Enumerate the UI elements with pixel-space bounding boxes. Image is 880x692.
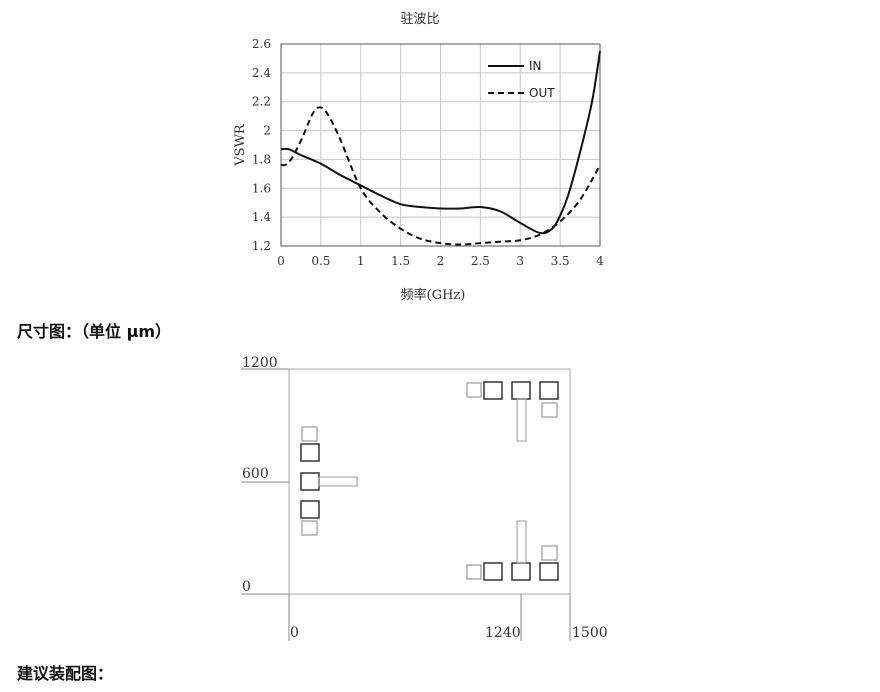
vswr-tick-labels: 0 0.5 1 1.5 2 2.5 3 3.5 4 1.2 1.4 1.6 1.8 2 2.2 2.4 2.6 xyxy=(252,37,604,268)
dimension-heading: 尺寸图：（单位 μm） xyxy=(17,322,172,341)
dim-y-label-600: 600 xyxy=(242,466,269,482)
dim-x-label-1240: 1240 xyxy=(485,625,521,641)
legend-label-out: OUT xyxy=(529,86,555,100)
dim-x-label-0: 0 xyxy=(290,625,299,641)
vswr-plot-frame xyxy=(280,43,601,247)
pad xyxy=(541,545,558,561)
vswr-y-tick-label: 1.8 xyxy=(252,152,271,166)
pad xyxy=(483,381,503,400)
pad xyxy=(539,381,559,400)
probe-strip xyxy=(318,476,358,487)
dim-x-label-1500: 1500 xyxy=(572,625,608,641)
vswr-x-tick-label: 0.5 xyxy=(311,254,330,268)
pad xyxy=(511,381,531,400)
pads-top xyxy=(466,381,559,442)
legend-label-in: IN xyxy=(529,59,542,73)
vswr-x-tick-label: 2.5 xyxy=(471,254,490,268)
vswr-y-axis-label: VSWR xyxy=(233,123,248,167)
dim-y-label-1200: 1200 xyxy=(242,355,278,371)
pads-left xyxy=(300,426,358,536)
assembly-heading: 建议装配图： xyxy=(17,664,114,683)
vswr-x-tick-label: 1 xyxy=(357,254,365,268)
vswr-x-tick-label: 1.5 xyxy=(391,254,410,268)
pad xyxy=(511,562,531,581)
vswr-series-in xyxy=(280,51,601,235)
vswr-x-tick-label: 2 xyxy=(437,254,445,268)
pad xyxy=(466,564,482,580)
pad xyxy=(541,402,558,418)
dim-y-label-0: 0 xyxy=(242,579,251,595)
vswr-chart-title: 驻波比 xyxy=(400,12,440,27)
vswr-y-tick-label: 2.6 xyxy=(252,37,271,51)
vswr-y-tick-label: 2.4 xyxy=(252,66,271,80)
probe-strip xyxy=(516,520,527,564)
pads-bottom xyxy=(466,520,559,581)
vswr-x-axis-label: 频率(GHz) xyxy=(401,287,466,303)
pad xyxy=(539,562,559,581)
dimension-frame xyxy=(241,368,571,641)
vswr-series-out xyxy=(280,106,601,246)
vswr-series-lines xyxy=(280,51,601,246)
vswr-y-tick-label: 1.6 xyxy=(252,181,271,195)
pad xyxy=(483,562,503,581)
vswr-y-tick-label: 2 xyxy=(263,124,271,138)
vswr-legend: IN OUT xyxy=(488,59,555,100)
probe-strip xyxy=(516,398,527,442)
vswr-x-tick-label: 4 xyxy=(596,254,604,268)
vswr-y-tick-label: 1.2 xyxy=(252,239,271,253)
vswr-x-tick-label: 3.5 xyxy=(551,254,570,268)
vswr-y-tick-label: 2.2 xyxy=(252,95,271,109)
pad xyxy=(301,520,318,536)
pad xyxy=(300,443,320,462)
vswr-x-tick-label: 3 xyxy=(516,254,524,268)
pad xyxy=(300,500,320,519)
vswr-chart: 0 0.5 1 1.5 2 2.5 3 3.5 41.21.41.61.822.22.42.6 … xyxy=(233,37,604,303)
pad xyxy=(300,472,320,491)
vswr-x-tick-label: 0 xyxy=(277,254,285,268)
vswr-y-tick-label: 1.4 xyxy=(252,210,271,224)
pad xyxy=(301,426,318,442)
pad xyxy=(466,382,482,398)
